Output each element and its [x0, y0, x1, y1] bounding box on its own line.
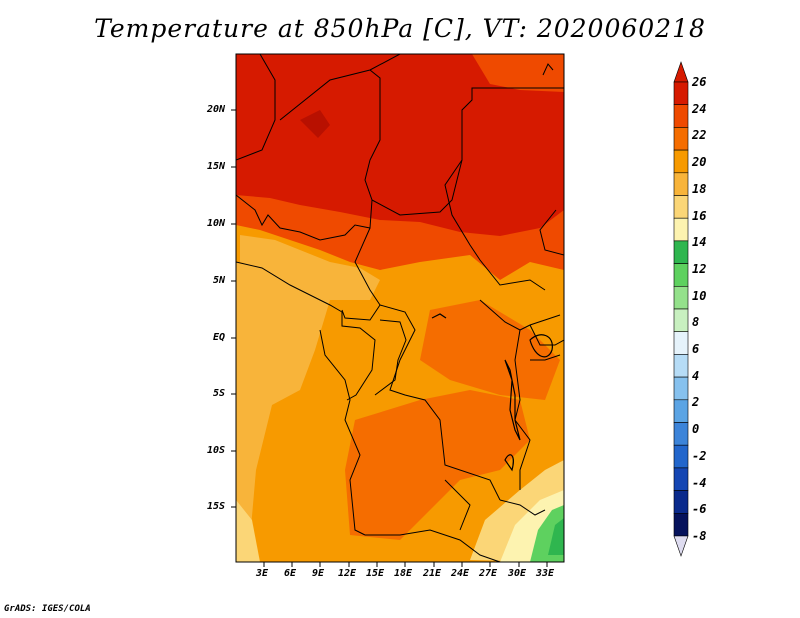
colorbar-label: 14 [692, 235, 707, 250]
y-tick-label: EQ [213, 332, 226, 343]
y-tick-label: 10N [207, 218, 226, 229]
colorbar-label: 16 [692, 208, 707, 223]
colorbar-band [673, 490, 689, 514]
map-title: Temperature at 850hPa [C], VT: 202006021… [94, 14, 706, 43]
x-tick-label: 27E [479, 568, 498, 579]
x-tick-label: 30E [508, 568, 527, 579]
field-southeast-green-2 [548, 518, 564, 555]
field-north-red [236, 54, 564, 236]
colorbar-bottom-arrow [673, 535, 689, 557]
lakes [431, 313, 553, 472]
colorbar-label: -4 [692, 475, 707, 490]
colorbar-label: 22 [692, 128, 707, 143]
colorbar-band [673, 376, 689, 401]
y-tick-label: 20N [207, 104, 226, 115]
colorbar-band [673, 331, 689, 355]
colorbar-label: 10 [692, 288, 707, 303]
field-mid-light [240, 235, 380, 300]
x-tick-label: 24E [451, 568, 470, 579]
colorbar-label: -8 [692, 529, 707, 543]
colorbar-band [673, 422, 689, 446]
colorbar [673, 61, 689, 557]
colorbar-band [673, 399, 689, 423]
x-tick-label: 9E [312, 568, 325, 579]
colorbar-band [673, 127, 689, 151]
axis-ticks [231, 109, 548, 567]
colorbar-band [673, 172, 689, 196]
colorbar-band [673, 81, 689, 106]
field-north-orange-patch [472, 54, 564, 92]
temperature-field [236, 54, 564, 562]
x-tick-label: 18E [394, 568, 413, 579]
y-tick-label: 10S [207, 445, 226, 456]
credit-text: GrADS: IGES/COLA [4, 604, 91, 614]
colorbar-band [673, 217, 689, 242]
map-frame [235, 53, 565, 563]
country-borders [236, 54, 564, 562]
colorbar-band [673, 263, 689, 287]
x-tick-label: 6E [284, 568, 297, 579]
colorbar-band [673, 240, 689, 264]
field-band-far-west [236, 500, 260, 562]
colorbar-label: 4 [692, 368, 700, 383]
colorbar-band [673, 149, 689, 174]
y-tick-label: 15S [207, 501, 226, 512]
colorbar-label: 8 [692, 315, 700, 330]
colorbar-label: -6 [692, 502, 707, 517]
field-core-east-2 [420, 300, 560, 400]
y-tick-label: 5S [213, 388, 226, 399]
colorbar-label: -2 [692, 448, 707, 463]
colorbar-label: 20 [692, 155, 707, 170]
x-tick-label: 33E [536, 568, 555, 579]
y-tick-label: 15N [207, 161, 226, 172]
colorbar-label: 6 [692, 342, 700, 357]
colorbar-band [673, 104, 689, 128]
colorbar-band [673, 308, 689, 333]
colorbar-label: 0 [692, 422, 700, 437]
colorbar-label: 18 [692, 181, 707, 196]
field-band-west [236, 262, 330, 562]
colorbar-band [673, 467, 689, 491]
colorbar-label: 24 [692, 101, 707, 116]
colorbar-label: 2 [692, 395, 700, 410]
colorbar-band [673, 195, 689, 219]
x-tick-label: 12E [338, 568, 357, 579]
field-core-east [345, 390, 530, 540]
colorbar-top-arrow [673, 61, 689, 83]
colorbar-label: 12 [692, 261, 707, 276]
x-tick-label: 21E [423, 568, 442, 579]
x-tick-label: 3E [256, 568, 269, 579]
x-tick-label: 15E [366, 568, 385, 579]
colorbar-band [673, 285, 689, 310]
y-tick-label: 5N [213, 275, 226, 286]
colorbar-band [673, 444, 689, 469]
colorbar-band [673, 512, 689, 537]
colorbar-label: 26 [692, 75, 707, 89]
field-north-darkest [300, 110, 330, 138]
colorbar-band [673, 354, 689, 378]
